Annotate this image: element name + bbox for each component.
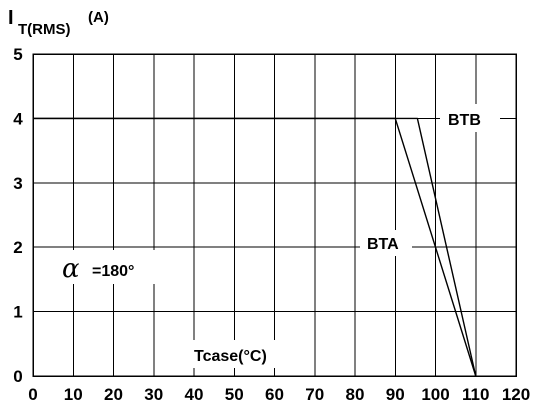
series-label-bta: BTA xyxy=(367,236,399,253)
y-tick-label: 2 xyxy=(13,238,22,257)
x-tick-label: 60 xyxy=(265,385,284,404)
y-axis-title-unit: (A) xyxy=(88,9,109,26)
series-line-bta xyxy=(33,117,477,377)
x-tick-labels: 0 10 20 30 40 50 60 70 80 90 100 110 120 xyxy=(28,385,530,404)
grid xyxy=(32,53,517,377)
btb-label-background xyxy=(440,104,500,132)
y-tick-label: 1 xyxy=(13,303,22,322)
x-tick-label: 10 xyxy=(64,385,83,404)
series-label-btb: BTB xyxy=(448,112,481,129)
x-tick-label: 120 xyxy=(502,385,530,404)
x-tick-label: 100 xyxy=(421,385,449,404)
y-tick-label: 5 xyxy=(13,45,22,64)
y-tick-label: 3 xyxy=(13,174,22,193)
x-tick-label: 0 xyxy=(28,385,37,404)
x-tick-label: 40 xyxy=(185,385,204,404)
x-tick-label: 80 xyxy=(346,385,365,404)
x-tick-label: 30 xyxy=(144,385,163,404)
x-tick-label: 70 xyxy=(305,385,324,404)
alpha-value-label: =180° xyxy=(92,263,134,280)
y-axis-title: I T(RMS) (A) xyxy=(8,7,109,38)
plot-frame xyxy=(32,53,517,377)
y-axis-title-main: I xyxy=(8,7,14,29)
y-tick-labels: 0 1 2 3 4 5 xyxy=(13,45,23,386)
y-axis-title-subscript: T(RMS) xyxy=(18,21,71,38)
alpha-label-background xyxy=(54,250,166,284)
y-tick-label: 0 xyxy=(13,367,22,386)
x-axis-title: Tcase(°C) xyxy=(194,348,267,365)
x-tick-label: 20 xyxy=(104,385,123,404)
xlabel-background xyxy=(188,340,288,368)
alpha-symbol: α xyxy=(62,254,80,284)
series-group xyxy=(33,117,477,377)
y-tick-label: 4 xyxy=(13,109,23,128)
x-tick-label: 110 xyxy=(462,385,489,404)
bta-label-background xyxy=(360,230,412,256)
label-backgrounds xyxy=(54,104,500,368)
x-tick-label: 90 xyxy=(386,385,405,404)
x-tick-label: 50 xyxy=(225,385,244,404)
